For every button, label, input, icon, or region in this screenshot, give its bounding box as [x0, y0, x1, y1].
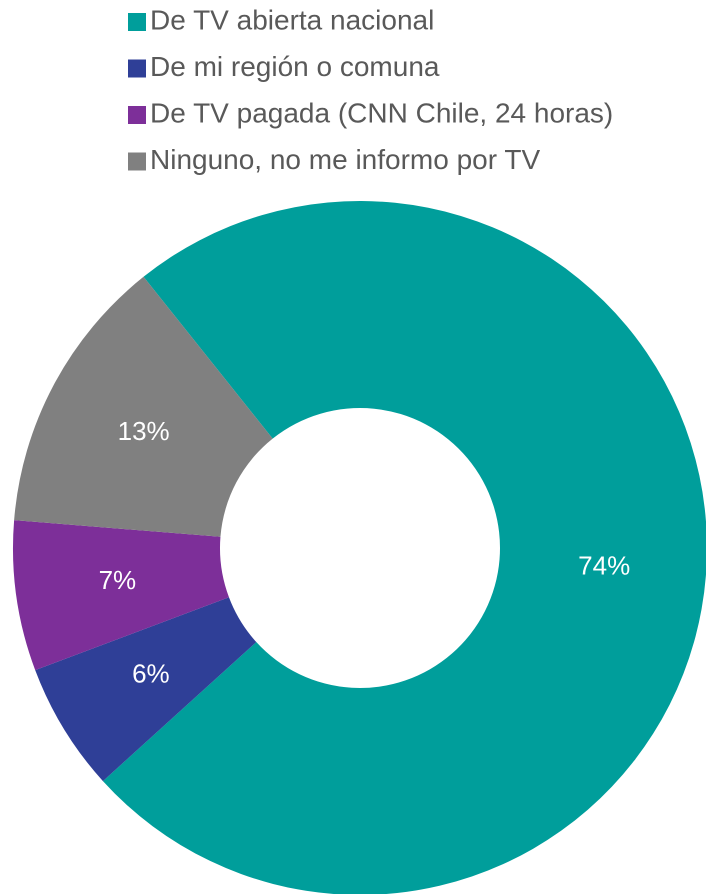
data-label: 74%: [578, 551, 630, 581]
data-label: 13%: [118, 416, 170, 446]
donut-slice: [13, 520, 229, 671]
legend-swatch: [128, 152, 146, 171]
legend-swatch: [128, 106, 146, 124]
donut-slice: [35, 597, 257, 782]
legend-swatch: [128, 59, 146, 78]
legend-label: De mi región o comuna: [150, 51, 440, 82]
data-label: 6%: [132, 659, 170, 689]
legend-label: Ninguno, no me informo por TV: [150, 144, 540, 175]
legend-label: De TV abierta nacional: [150, 4, 434, 35]
donut-slice: [102, 201, 706, 894]
data-label: 7%: [99, 565, 137, 595]
donut-slice: [14, 276, 273, 537]
legend-label: De TV pagada (CNN Chile, 24 horas): [150, 97, 613, 128]
legend-swatch: [128, 13, 146, 31]
